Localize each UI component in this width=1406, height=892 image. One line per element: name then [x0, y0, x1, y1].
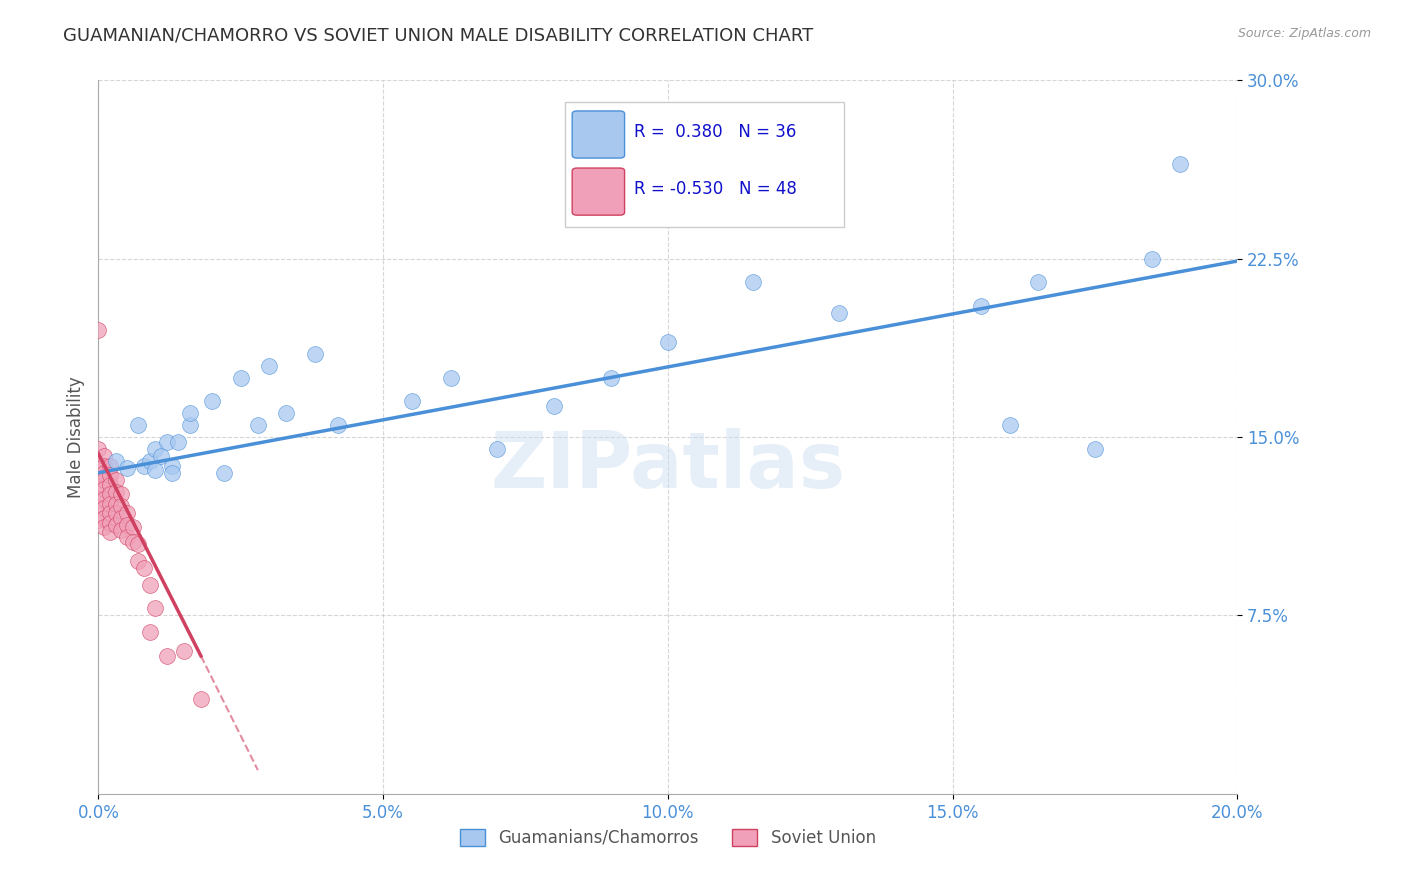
- Point: [115, 506, 138, 520]
- Point: [87, 442, 110, 456]
- Point: [93, 458, 115, 473]
- Point: [970, 299, 993, 313]
- Text: Source: ZipAtlas.com: Source: ZipAtlas.com: [1237, 27, 1371, 40]
- Point: [121, 534, 143, 549]
- Point: [98, 506, 121, 520]
- Point: [162, 458, 184, 473]
- Point: [657, 334, 679, 349]
- Point: [127, 418, 149, 433]
- FancyBboxPatch shape: [572, 168, 624, 215]
- Point: [121, 520, 143, 534]
- Point: [173, 644, 195, 658]
- Point: [87, 513, 110, 527]
- Point: [246, 418, 269, 433]
- Y-axis label: Male Disability: Male Disability: [66, 376, 84, 498]
- Text: GUAMANIAN/CHAMORRO VS SOVIET UNION MALE DISABILITY CORRELATION CHART: GUAMANIAN/CHAMORRO VS SOVIET UNION MALE …: [63, 27, 814, 45]
- Point: [98, 477, 121, 491]
- Point: [93, 449, 115, 463]
- Point: [132, 458, 155, 473]
- Legend: Guamanians/Chamorros, Soviet Union: Guamanians/Chamorros, Soviet Union: [453, 822, 883, 854]
- Point: [87, 323, 110, 337]
- Point: [87, 491, 110, 506]
- Point: [104, 518, 127, 533]
- Point: [440, 370, 463, 384]
- Point: [93, 491, 115, 506]
- Text: R =  0.380   N = 36: R = 0.380 N = 36: [634, 123, 796, 141]
- Point: [138, 577, 160, 591]
- Text: R = -0.530   N = 48: R = -0.530 N = 48: [634, 180, 797, 198]
- Point: [600, 370, 623, 384]
- Point: [179, 418, 201, 433]
- Point: [93, 520, 115, 534]
- Point: [87, 470, 110, 484]
- Point: [127, 537, 149, 551]
- Point: [98, 525, 121, 540]
- Point: [1140, 252, 1163, 266]
- Point: [98, 487, 121, 501]
- Point: [162, 466, 184, 480]
- Point: [98, 458, 121, 473]
- Point: [104, 497, 127, 511]
- Point: [115, 530, 138, 544]
- Point: [304, 347, 326, 361]
- Point: [1084, 442, 1107, 456]
- FancyBboxPatch shape: [565, 102, 845, 227]
- Point: [87, 483, 110, 497]
- Point: [1170, 156, 1192, 170]
- Point: [179, 406, 201, 420]
- Point: [93, 483, 115, 497]
- Point: [1026, 276, 1049, 290]
- Point: [93, 466, 115, 480]
- Point: [132, 561, 155, 575]
- Point: [156, 648, 179, 663]
- Point: [145, 601, 167, 615]
- Point: [87, 501, 110, 516]
- Point: [104, 473, 127, 487]
- Point: [127, 554, 149, 568]
- Point: [104, 484, 127, 499]
- Point: [110, 523, 132, 537]
- Point: [259, 359, 281, 373]
- Point: [167, 434, 190, 449]
- Point: [201, 394, 224, 409]
- Point: [110, 487, 132, 501]
- Text: ZIPatlas: ZIPatlas: [491, 427, 845, 504]
- Point: [104, 506, 127, 520]
- Point: [998, 418, 1021, 433]
- Point: [93, 511, 115, 525]
- Point: [115, 518, 138, 533]
- Point: [104, 454, 127, 468]
- Point: [150, 449, 173, 463]
- Point: [110, 511, 132, 525]
- Point: [326, 418, 349, 433]
- Point: [828, 306, 851, 320]
- Point: [98, 468, 121, 483]
- Point: [486, 442, 509, 456]
- Point: [115, 461, 138, 475]
- Point: [138, 454, 160, 468]
- Point: [276, 406, 298, 420]
- Point: [87, 458, 110, 473]
- Point: [98, 516, 121, 530]
- Point: [190, 691, 212, 706]
- Point: [156, 434, 179, 449]
- Point: [742, 276, 765, 290]
- Point: [212, 466, 235, 480]
- Point: [98, 497, 121, 511]
- Point: [543, 399, 565, 413]
- Point: [145, 463, 167, 477]
- Point: [229, 370, 252, 384]
- Point: [93, 473, 115, 487]
- FancyBboxPatch shape: [572, 111, 624, 158]
- Point: [401, 394, 423, 409]
- Point: [145, 442, 167, 456]
- Point: [93, 501, 115, 516]
- Point: [138, 625, 160, 640]
- Point: [110, 499, 132, 513]
